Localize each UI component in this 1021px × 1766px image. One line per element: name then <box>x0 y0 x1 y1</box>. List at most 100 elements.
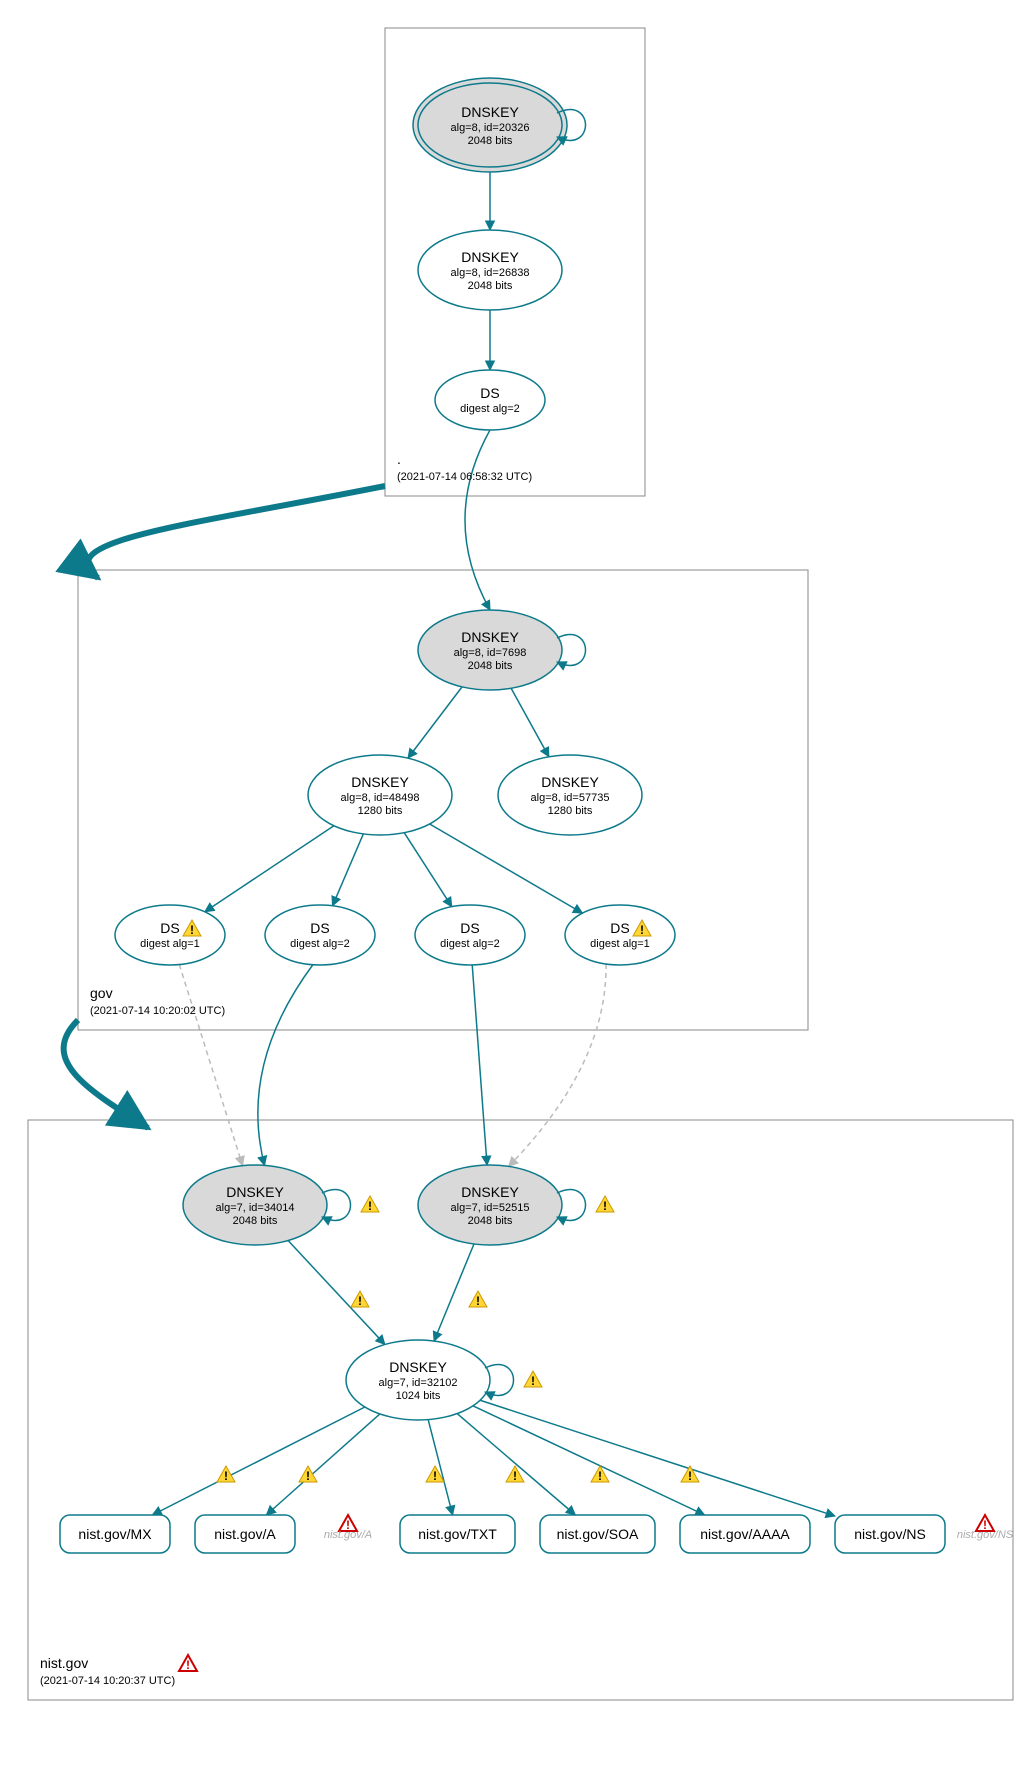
svg-text:alg=7, id=52515: alg=7, id=52515 <box>451 1202 530 1214</box>
svg-text:DS: DS <box>310 920 329 936</box>
node-gov_zsk2: DNSKEY alg=8, id=577351280 bits <box>498 755 642 835</box>
node-nist_zsk: DNSKEYalg=7, id=321021024 bits! <box>346 1340 542 1420</box>
svg-text:alg=8, id=57735: alg=8, id=57735 <box>531 792 610 804</box>
dnssec-diagram: DNSKEYalg=8, id=203262048 bitsDNSKEYalg=… <box>10 10 1021 1756</box>
edge-nist_ksk1-nist_zsk <box>288 1241 385 1345</box>
svg-text:DS: DS <box>610 920 629 936</box>
edge-root_ds-gov_ksk <box>465 430 490 610</box>
node-gov_ds3: DS digest alg=2 <box>415 905 525 965</box>
svg-text:digest alg=1: digest alg=1 <box>140 938 200 950</box>
svg-text:!: ! <box>186 1658 190 1672</box>
node-root_ksk: DNSKEY alg=8, id=203262048 bits <box>413 78 586 172</box>
node-gov_ds4: DS digest alg=1! <box>565 905 675 965</box>
svg-text:1024 bits: 1024 bits <box>396 1390 441 1402</box>
svg-text:2048 bits: 2048 bits <box>468 135 513 147</box>
svg-text:1280 bits: 1280 bits <box>548 805 593 817</box>
warning-icon: ! <box>469 1291 487 1308</box>
edge-gov_ksk-gov_zsk2 <box>511 688 549 757</box>
svg-text:DNSKEY: DNSKEY <box>461 629 519 645</box>
warning-icon: ! <box>596 1196 614 1213</box>
node-root_ds: DS digest alg=2 <box>435 370 545 430</box>
zone-arrow-gov-nist <box>64 1020 148 1128</box>
svg-text:alg=8, id=7698: alg=8, id=7698 <box>454 647 527 659</box>
svg-text:!: ! <box>190 923 194 937</box>
edge-nist_zsk-rr_ns <box>480 1400 835 1516</box>
edge-gov_ksk-gov_zsk1 <box>408 687 462 758</box>
node-rr_a: nist.gov/A <box>195 1515 295 1553</box>
svg-text:DNSKEY: DNSKEY <box>461 1184 519 1200</box>
edge-nist_zsk-rr_soa <box>457 1414 575 1515</box>
edge-gov_zsk1-gov_ds2 <box>333 834 364 906</box>
svg-text:(2021-07-14 06:58:32 UTC): (2021-07-14 06:58:32 UTC) <box>397 471 532 483</box>
node-gov_ds2: DS digest alg=2 <box>265 905 375 965</box>
svg-text:DNSKEY: DNSKEY <box>461 249 519 265</box>
node-nist_ksk1: DNSKEY alg=7, id=340142048 bits! <box>183 1165 379 1245</box>
svg-text:digest alg=2: digest alg=2 <box>460 403 520 415</box>
error-icon: ! <box>179 1655 197 1672</box>
svg-text:.: . <box>397 451 401 467</box>
svg-text:nist.gov/NS: nist.gov/NS <box>854 1526 926 1542</box>
svg-text:!: ! <box>358 1294 362 1308</box>
warning-icon: ! <box>299 1466 317 1483</box>
edge-gov_zsk1-gov_ds1 <box>205 826 334 912</box>
svg-text:alg=8, id=20326: alg=8, id=20326 <box>451 122 530 134</box>
svg-text:nist.gov/A: nist.gov/A <box>214 1526 276 1542</box>
svg-text:nist.gov/AAAA: nist.gov/AAAA <box>700 1526 790 1542</box>
node-rr_mx: nist.gov/MX <box>60 1515 170 1553</box>
svg-text:2048 bits: 2048 bits <box>233 1215 278 1227</box>
svg-text:nist.gov/A: nist.gov/A <box>324 1529 372 1541</box>
svg-text:nist.gov: nist.gov <box>40 1655 88 1671</box>
svg-text:nist.gov/TXT: nist.gov/TXT <box>418 1526 497 1542</box>
svg-text:alg=8, id=48498: alg=8, id=48498 <box>341 792 420 804</box>
svg-text:digest alg=1: digest alg=1 <box>590 938 650 950</box>
edge-nist_ksk2-nist_zsk <box>434 1244 474 1341</box>
edge-gov_ds4-nist_ksk2 <box>509 964 606 1166</box>
svg-text:(2021-07-14 10:20:37 UTC): (2021-07-14 10:20:37 UTC) <box>40 1675 175 1687</box>
edge-gov_zsk1-gov_ds4 <box>430 824 583 913</box>
svg-text:alg=7, id=32102: alg=7, id=32102 <box>379 1377 458 1389</box>
svg-text:1280 bits: 1280 bits <box>358 805 403 817</box>
warning-icon: ! <box>681 1466 699 1483</box>
svg-text:!: ! <box>640 923 644 937</box>
svg-text:DNSKEY: DNSKEY <box>351 774 409 790</box>
svg-text:DS: DS <box>460 920 479 936</box>
svg-text:digest alg=2: digest alg=2 <box>440 938 500 950</box>
svg-text:!: ! <box>531 1374 535 1388</box>
svg-text:gov: gov <box>90 985 113 1001</box>
edge-gov_ds1-nist_ksk1 <box>179 965 242 1166</box>
edge-gov_ds2-nist_ksk1 <box>258 965 313 1166</box>
zone-arrow-root-gov <box>88 486 385 578</box>
svg-text:digest alg=2: digest alg=2 <box>290 938 350 950</box>
svg-text:alg=7, id=34014: alg=7, id=34014 <box>216 1202 295 1214</box>
node-rr_aaaa: nist.gov/AAAA <box>680 1515 810 1553</box>
node-root_zsk: DNSKEY alg=8, id=268382048 bits <box>418 230 562 310</box>
warning-icon: ! <box>361 1196 379 1213</box>
svg-text:!: ! <box>306 1469 310 1483</box>
svg-text:2048 bits: 2048 bits <box>468 280 513 292</box>
node-gov_zsk1: DNSKEY alg=8, id=484981280 bits <box>308 755 452 835</box>
svg-text:!: ! <box>603 1199 607 1213</box>
svg-text:!: ! <box>476 1294 480 1308</box>
edge-nist_zsk-rr_mx <box>152 1407 364 1515</box>
svg-text:!: ! <box>433 1469 437 1483</box>
edge-gov_ds3-nist_ksk2 <box>472 965 487 1165</box>
svg-text:!: ! <box>368 1199 372 1213</box>
svg-text:DS: DS <box>480 385 499 401</box>
svg-text:DNSKEY: DNSKEY <box>541 774 599 790</box>
svg-text:2048 bits: 2048 bits <box>468 660 513 672</box>
node-rr_soa: nist.gov/SOA <box>540 1515 655 1553</box>
svg-text:nist.gov/SOA: nist.gov/SOA <box>557 1526 639 1542</box>
svg-text:(2021-07-14 10:20:02 UTC): (2021-07-14 10:20:02 UTC) <box>90 1005 225 1017</box>
svg-text:alg=8, id=26838: alg=8, id=26838 <box>451 267 530 279</box>
warning-icon: ! <box>351 1291 369 1308</box>
node-rr_ns: nist.gov/NS <box>835 1515 945 1553</box>
svg-text:nist.gov/MX: nist.gov/MX <box>78 1526 152 1542</box>
svg-text:DNSKEY: DNSKEY <box>226 1184 284 1200</box>
svg-text:!: ! <box>513 1469 517 1483</box>
svg-text:DNSKEY: DNSKEY <box>461 104 519 120</box>
svg-text:!: ! <box>224 1469 228 1483</box>
warning-icon: ! <box>524 1371 542 1388</box>
svg-text:nist.gov/NS: nist.gov/NS <box>957 1529 1014 1541</box>
node-gov_ksk: DNSKEY alg=8, id=76982048 bits <box>418 610 586 690</box>
node-gov_ds1: DSdigest alg=1! <box>115 905 225 965</box>
